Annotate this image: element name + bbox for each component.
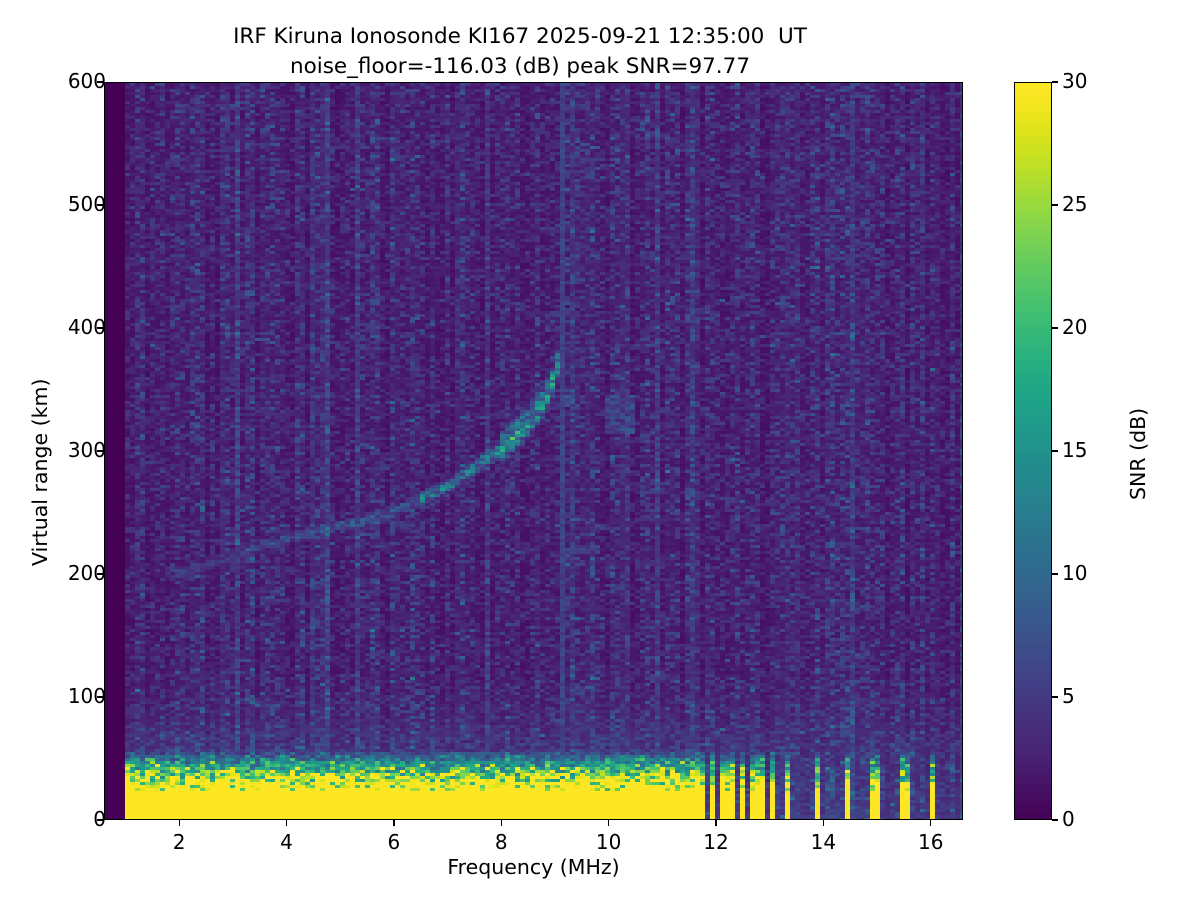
x-tick-label: 4: [280, 830, 293, 854]
x-tick-label: 14: [810, 830, 837, 854]
colorbar-tick-mark: [1052, 696, 1058, 698]
y-tick-label: 400: [67, 315, 106, 339]
colorbar-gradient: [1015, 83, 1051, 819]
y-tick-label: 100: [67, 684, 106, 708]
colorbar-tick-label: 25: [1062, 192, 1088, 216]
y-tick-mark: [97, 696, 103, 698]
colorbar-tick-mark: [1052, 573, 1058, 575]
figure-title: IRF Kiruna Ionosonde KI167 2025-09-21 12…: [0, 22, 1040, 82]
y-tick-mark: [97, 327, 103, 329]
colorbar-tick-mark: [1052, 819, 1058, 821]
title-line-1: IRF Kiruna Ionosonde KI167 2025-09-21 12…: [233, 24, 807, 49]
colorbar-tick-mark: [1052, 81, 1058, 83]
x-tick-label: 6: [387, 830, 401, 854]
colorbar-tick-label: 10: [1062, 561, 1088, 585]
title-line-2: noise_floor=-116.03 (dB) peak SNR=97.77: [289, 54, 751, 79]
y-tick-label: 600: [67, 69, 106, 93]
x-axis-label: Frequency (MHz): [447, 855, 620, 879]
y-tick-mark: [97, 819, 103, 821]
x-tick-mark: [178, 820, 180, 826]
y-tick-label: 0: [93, 807, 106, 831]
x-tick-mark: [715, 820, 717, 826]
y-tick-mark: [97, 450, 103, 452]
x-tick-label: 8: [494, 830, 508, 854]
x-tick-label: 10: [595, 830, 622, 854]
x-tick-mark: [822, 820, 824, 826]
colorbar-tick-mark: [1052, 327, 1058, 329]
y-axis-label: Virtual range (km): [28, 378, 52, 566]
ionogram-axes[interactable]: [104, 82, 963, 820]
colorbar-tick-mark: [1052, 450, 1058, 452]
x-tick-mark: [393, 820, 395, 826]
y-tick-label: 300: [67, 438, 106, 462]
colorbar[interactable]: [1014, 82, 1052, 820]
y-tick-mark: [97, 204, 103, 206]
colorbar-tick-label: 15: [1062, 438, 1088, 462]
x-tick-mark: [285, 820, 288, 826]
x-tick-label: 16: [918, 830, 944, 854]
y-tick-mark: [97, 81, 103, 83]
colorbar-tick-label: 5: [1062, 684, 1075, 708]
colorbar-tick-mark: [1052, 204, 1058, 206]
x-tick-label: 12: [703, 830, 729, 854]
y-tick-label: 500: [67, 192, 106, 216]
colorbar-tick-label: 0: [1062, 807, 1075, 831]
x-tick-mark: [930, 820, 932, 826]
colorbar-label: SNR (dB): [1126, 407, 1150, 500]
ionogram-heatmap-canvas[interactable]: [105, 83, 962, 819]
x-tick-label: 2: [172, 830, 186, 854]
x-tick-mark: [500, 820, 502, 826]
x-tick-mark: [608, 820, 610, 826]
colorbar-tick-label: 20: [1062, 315, 1088, 339]
y-tick-label: 200: [67, 561, 106, 585]
colorbar-tick-label: 30: [1062, 69, 1088, 93]
y-tick-mark: [97, 573, 103, 575]
